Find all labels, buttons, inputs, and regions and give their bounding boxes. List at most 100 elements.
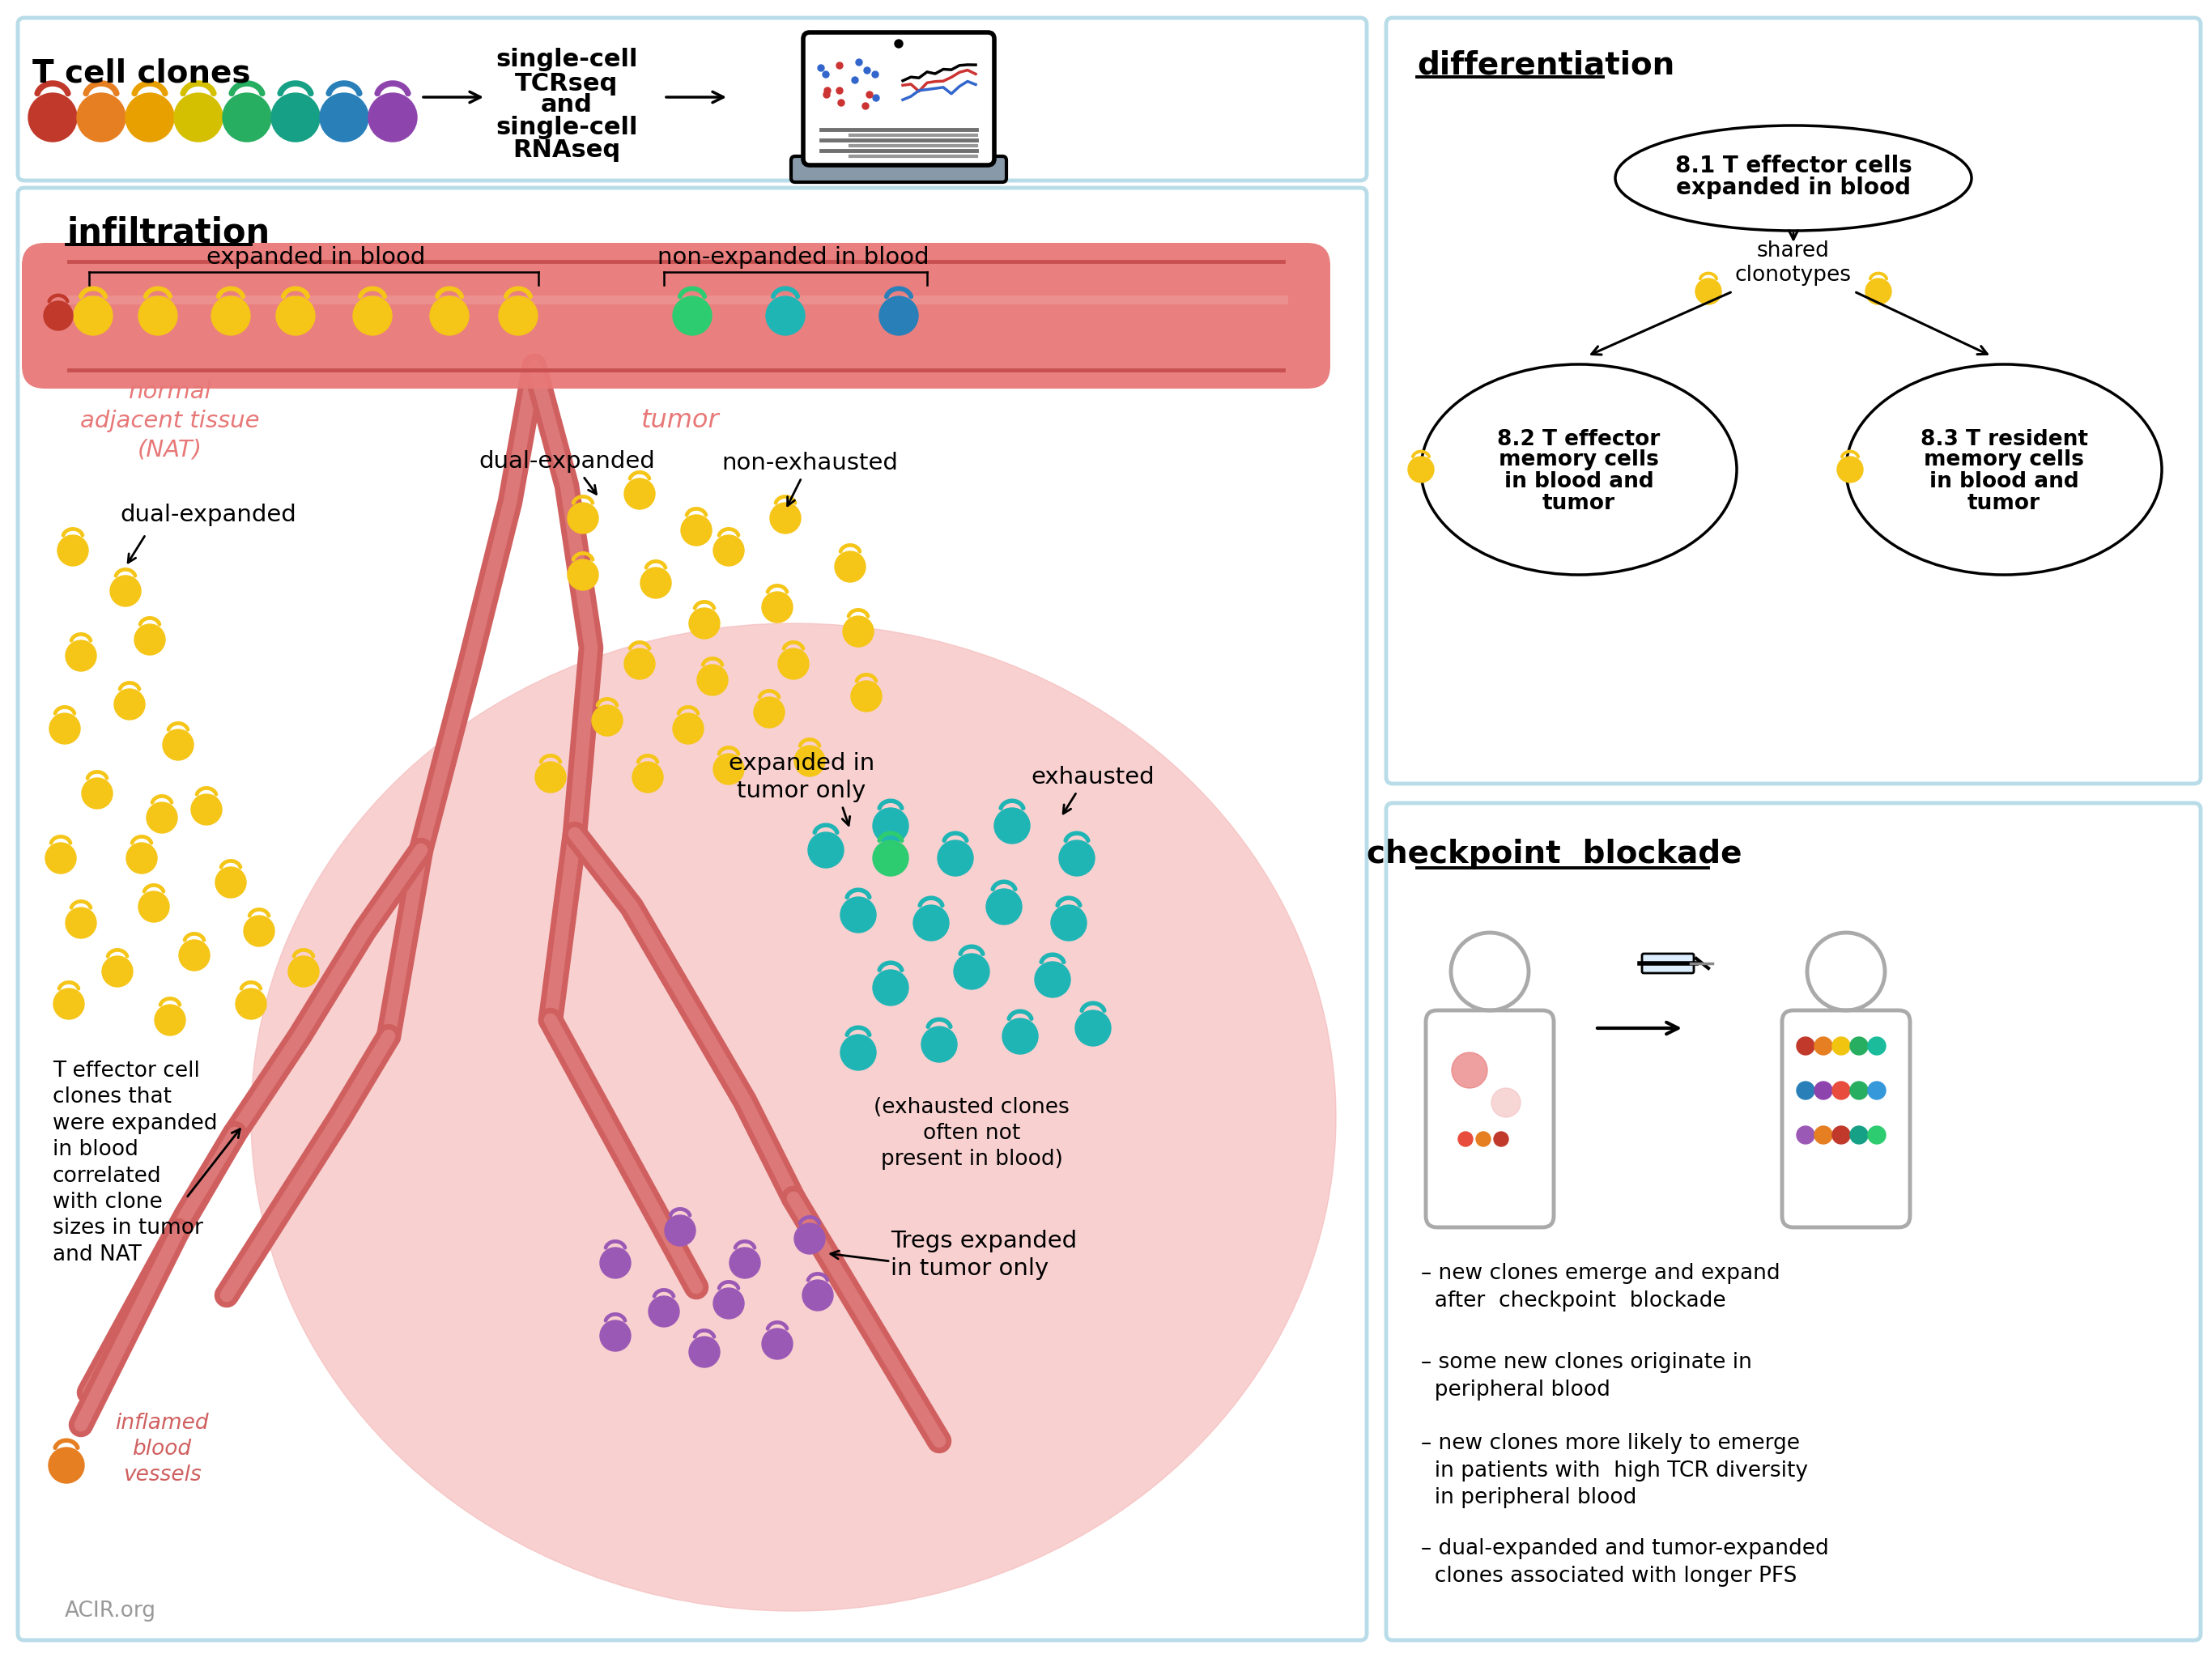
Circle shape <box>135 623 166 655</box>
Circle shape <box>82 778 113 809</box>
Circle shape <box>146 802 177 832</box>
Text: – new clones emerge and expand
  after  checkpoint  blockade: – new clones emerge and expand after che… <box>1420 1263 1781 1311</box>
Text: – dual-expanded and tumor-expanded
  clones associated with longer PFS: – dual-expanded and tumor-expanded clone… <box>1420 1539 1829 1587</box>
Circle shape <box>765 297 805 335</box>
Circle shape <box>1849 1036 1867 1054</box>
Circle shape <box>953 953 989 990</box>
Circle shape <box>1849 1081 1867 1099</box>
Circle shape <box>164 730 192 759</box>
Circle shape <box>633 761 664 793</box>
Circle shape <box>1867 1036 1885 1054</box>
Circle shape <box>1002 1018 1037 1054</box>
Circle shape <box>1493 1132 1509 1146</box>
Circle shape <box>852 681 883 711</box>
Text: – some new clones originate in
  peripheral blood: – some new clones originate in periphera… <box>1420 1351 1752 1401</box>
Circle shape <box>1838 456 1863 482</box>
Circle shape <box>369 93 418 141</box>
Circle shape <box>593 705 622 736</box>
Circle shape <box>498 297 538 335</box>
Circle shape <box>712 536 743 565</box>
Text: 8.3 T resident: 8.3 T resident <box>1920 429 2088 449</box>
Circle shape <box>321 93 369 141</box>
Circle shape <box>712 754 743 784</box>
Circle shape <box>841 897 876 932</box>
Circle shape <box>672 297 712 335</box>
Circle shape <box>672 713 703 744</box>
Circle shape <box>1849 1126 1867 1144</box>
Circle shape <box>1694 279 1721 305</box>
Circle shape <box>215 867 246 899</box>
Circle shape <box>648 1297 679 1326</box>
Circle shape <box>102 957 133 987</box>
Circle shape <box>44 842 75 874</box>
Circle shape <box>29 93 77 141</box>
FancyBboxPatch shape <box>1641 953 1694 973</box>
Circle shape <box>624 479 655 509</box>
Circle shape <box>794 1224 825 1253</box>
Text: normal
adjacent tissue
(NAT): normal adjacent tissue (NAT) <box>80 381 259 461</box>
Text: inflamed
blood
vessels: inflamed blood vessels <box>115 1413 208 1486</box>
Text: tumor: tumor <box>641 408 719 433</box>
Circle shape <box>880 297 918 335</box>
Circle shape <box>139 297 177 335</box>
Circle shape <box>838 99 845 106</box>
Circle shape <box>139 892 170 922</box>
Text: expanded in blood: expanded in blood <box>1677 176 1911 199</box>
Circle shape <box>568 502 597 534</box>
Text: T effector cell
clones that
were expanded
in blood
correlated
with clone
sizes i: T effector cell clones that were expande… <box>53 1061 217 1265</box>
Circle shape <box>803 1280 834 1311</box>
Circle shape <box>1814 1126 1832 1144</box>
Circle shape <box>856 60 863 66</box>
Circle shape <box>730 1247 761 1278</box>
Circle shape <box>568 559 597 590</box>
Text: memory cells: memory cells <box>1500 449 1659 471</box>
Text: dual-expanded: dual-expanded <box>119 504 296 526</box>
Circle shape <box>914 905 949 940</box>
Circle shape <box>1035 962 1071 998</box>
Circle shape <box>1814 1081 1832 1099</box>
Circle shape <box>115 690 146 720</box>
Text: single-cell: single-cell <box>495 48 637 71</box>
Circle shape <box>44 302 73 330</box>
Circle shape <box>836 88 843 95</box>
Circle shape <box>429 297 469 335</box>
Circle shape <box>874 95 880 101</box>
Text: and: and <box>542 93 593 118</box>
Text: RNAseq: RNAseq <box>513 139 622 162</box>
Text: expanded in
tumor only: expanded in tumor only <box>728 751 874 802</box>
Text: in blood and: in blood and <box>1929 471 2079 492</box>
Text: 8.1 T effector cells: 8.1 T effector cells <box>1674 154 1911 177</box>
Circle shape <box>126 842 157 874</box>
Circle shape <box>894 40 902 48</box>
Circle shape <box>1060 841 1095 875</box>
Circle shape <box>1409 456 1433 482</box>
Text: non-exhausted: non-exhausted <box>721 451 898 474</box>
Circle shape <box>599 1247 630 1278</box>
Circle shape <box>155 1005 186 1036</box>
Circle shape <box>288 957 319 987</box>
Circle shape <box>807 832 843 867</box>
Circle shape <box>1796 1036 1814 1054</box>
Circle shape <box>712 1288 743 1318</box>
Text: tumor: tumor <box>1542 492 1615 514</box>
FancyBboxPatch shape <box>1427 1010 1553 1227</box>
Circle shape <box>823 91 830 98</box>
Circle shape <box>697 665 728 695</box>
Circle shape <box>237 988 265 1020</box>
Circle shape <box>190 794 221 826</box>
Circle shape <box>1491 1088 1520 1117</box>
Circle shape <box>836 63 843 70</box>
FancyBboxPatch shape <box>792 156 1006 182</box>
Text: tumor: tumor <box>1966 492 2039 514</box>
Text: (exhausted clones
often not
present in blood): (exhausted clones often not present in b… <box>874 1098 1068 1171</box>
Circle shape <box>1865 279 1891 305</box>
Circle shape <box>852 76 858 83</box>
Circle shape <box>175 93 223 141</box>
Circle shape <box>73 297 113 335</box>
Circle shape <box>761 1328 792 1360</box>
Text: T cell clones: T cell clones <box>33 58 250 88</box>
Circle shape <box>825 88 832 95</box>
Circle shape <box>874 841 909 875</box>
Circle shape <box>624 648 655 680</box>
Circle shape <box>535 761 566 793</box>
